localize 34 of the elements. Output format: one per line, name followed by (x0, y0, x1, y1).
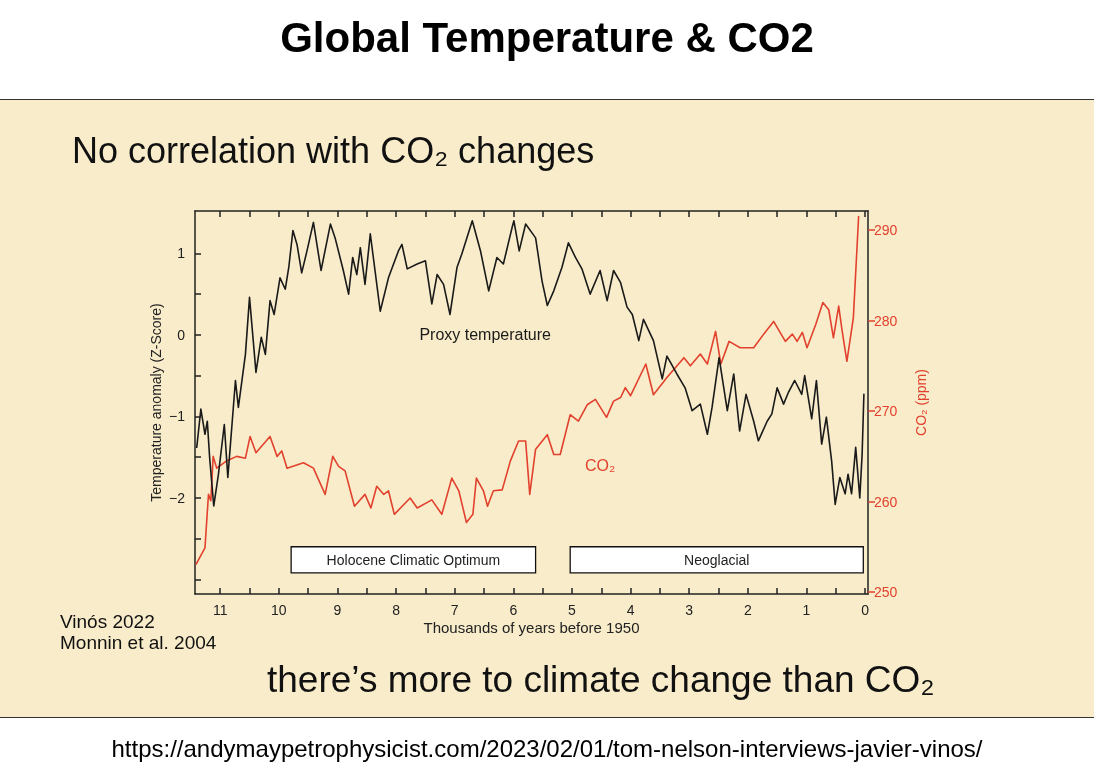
y-tick-label: −2 (169, 489, 186, 506)
chart-subtitle: No correlation with CO₂ changes (72, 130, 595, 172)
y2-tick-label: 250 (874, 584, 898, 601)
x-tick-label: 1 (802, 602, 811, 618)
y2-tick-label: 270 (874, 403, 898, 420)
text: Vinós 2022 (60, 611, 155, 633)
y2-tick-label: 280 (874, 312, 898, 329)
x-tick-label: 5 (568, 602, 577, 618)
y2-tick-label: 260 (874, 493, 898, 510)
x-tick-label: 11 (212, 602, 228, 618)
x-tick-label: 4 (626, 602, 635, 618)
y-tick-label: 0 (177, 326, 186, 343)
x-tick-label: 8 (392, 602, 401, 618)
x-tick-label: 9 (333, 602, 342, 618)
x-tick-label: 0 (861, 602, 870, 618)
series-label: Proxy temperature (419, 326, 552, 344)
x-tick-label: 10 (271, 602, 287, 618)
band-label: Holocene Climatic Optimum (326, 551, 501, 568)
text: Monnin et al. 2004 (60, 632, 217, 654)
y2-axis-title: CO₂ (ppm) (913, 369, 929, 436)
text: there’s more to climate change than CO₂ (267, 659, 935, 701)
y2-tick-label: 290 (874, 222, 898, 239)
chart-title: Global Temperature & CO2 (279, 14, 815, 62)
series-label: CO₂ (584, 456, 616, 474)
x-axis-title: Thousands of years before 1950 (423, 619, 640, 636)
x-tick-label: 2 (743, 602, 752, 618)
x-tick-label: 3 (685, 602, 694, 618)
band-label: Neoglacial (684, 551, 750, 568)
y-tick-label: 1 (177, 245, 186, 262)
y-axis-title: Temperature anomaly (Z-Score) (148, 303, 164, 502)
text: https://andymaypetrophysicist.com/2023/02/01/tom-nelson-interviews-javier-vinos/ (110, 735, 984, 763)
x-tick-label: 7 (450, 602, 459, 618)
y-tick-label: −1 (169, 408, 186, 425)
x-tick-label: 6 (509, 602, 518, 618)
